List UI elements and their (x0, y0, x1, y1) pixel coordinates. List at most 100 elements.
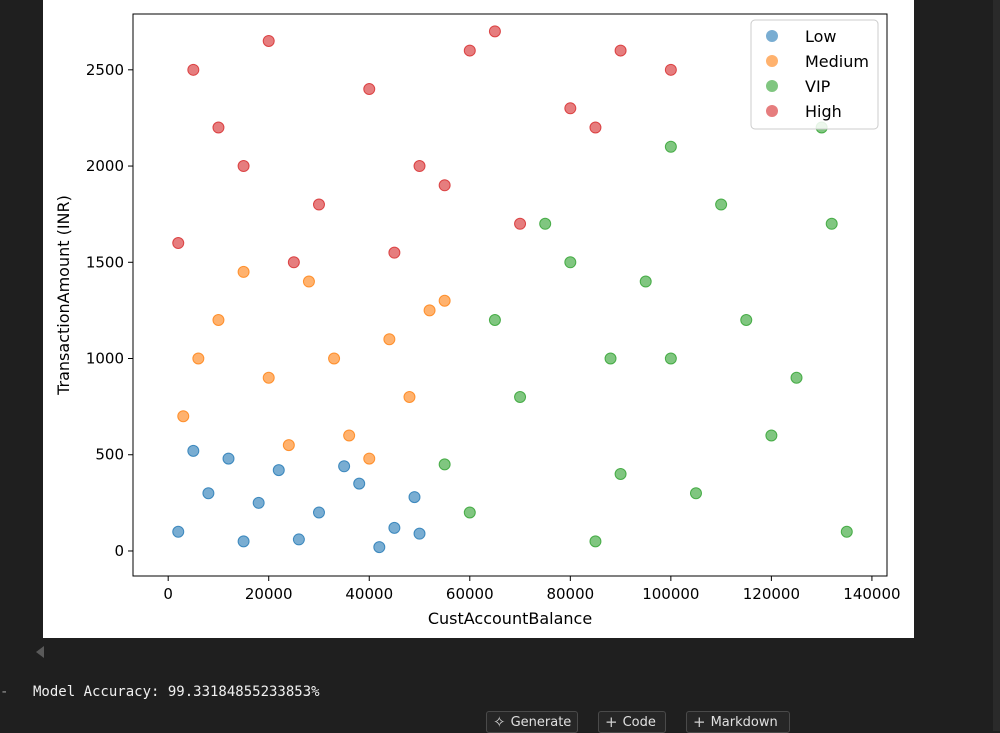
data-point (614, 467, 627, 480)
data-point (252, 496, 265, 509)
generate-button[interactable]: ✧ Generate (486, 711, 578, 733)
x-tick-label: 80000 (546, 585, 594, 603)
legend-box (750, 19, 879, 130)
scatter-chart: 0 20000 40000 60000 80000 100000 120000 140000 … (54, 13, 901, 628)
data-point (363, 452, 376, 465)
data-point (237, 160, 250, 173)
y-tick-label: 500 (95, 446, 124, 464)
data-point (328, 352, 341, 365)
data-point (438, 458, 451, 471)
data-point (664, 352, 677, 365)
data-point (373, 541, 386, 554)
legend-marker-vip (766, 80, 778, 92)
plus-icon: + (693, 712, 706, 731)
legend-label-vip: VIP (805, 77, 831, 96)
y-tick-label: 2000 (86, 157, 124, 175)
y-tick-label: 1000 (86, 350, 124, 368)
sparkle-icon: ✧ (493, 712, 506, 731)
data-point (413, 527, 426, 540)
data-point (312, 198, 325, 211)
data-point (192, 352, 205, 365)
data-point (463, 506, 476, 519)
data-point (664, 63, 677, 76)
points-layer (172, 25, 853, 554)
series-medium (177, 265, 451, 465)
y-axis-label: TransactionAmount (INR) (54, 195, 73, 396)
x-tick-label: 140000 (843, 585, 900, 603)
data-point (639, 275, 652, 288)
x-tick-label: 100000 (642, 585, 699, 603)
y-tick-label: 1500 (86, 253, 124, 271)
data-point (363, 83, 376, 96)
data-point (177, 410, 190, 423)
legend-label-high: High (805, 102, 842, 121)
data-point (514, 391, 527, 404)
data-point (212, 121, 225, 134)
data-point (338, 460, 351, 473)
series-low (172, 444, 426, 554)
add-code-button[interactable]: + Code (598, 711, 666, 733)
data-point (825, 217, 838, 230)
legend-label-low: Low (805, 27, 837, 46)
data-point (514, 217, 527, 230)
series-high (172, 25, 677, 269)
data-point (413, 160, 426, 173)
data-point (388, 246, 401, 259)
data-point (539, 217, 552, 230)
data-point (438, 179, 451, 192)
data-point (237, 535, 250, 548)
data-point (715, 198, 728, 211)
legend-marker-medium (766, 55, 778, 67)
x-tick-label: 40000 (345, 585, 393, 603)
legend-marker-low (766, 30, 778, 42)
figure-panel: 0 20000 40000 60000 80000 100000 120000 140000 … (43, 0, 914, 638)
data-point (262, 34, 275, 47)
data-point (287, 256, 300, 269)
y-ticks: 0 500 1000 1500 2000 2500 (86, 61, 133, 560)
code-label: Code (622, 714, 656, 730)
data-point (664, 140, 677, 153)
data-point (353, 477, 366, 490)
data-point (790, 371, 803, 384)
data-point (589, 535, 602, 548)
data-point (272, 464, 285, 477)
x-tick-label: 0 (163, 585, 173, 603)
add-markdown-button[interactable]: + Markdown (686, 711, 790, 733)
data-point (614, 44, 627, 57)
data-point (383, 333, 396, 346)
data-point (292, 533, 305, 546)
data-point (187, 444, 200, 457)
vertical-scrollbar[interactable] (993, 0, 1000, 731)
data-point (689, 487, 702, 500)
data-point (237, 265, 250, 278)
data-point (212, 314, 225, 327)
data-point (604, 352, 617, 365)
y-tick-label: 2500 (86, 61, 124, 79)
legend-label-medium: Medium (805, 52, 869, 71)
data-point (564, 256, 577, 269)
data-point (408, 491, 421, 504)
data-point (202, 487, 215, 500)
collapse-arrow-icon[interactable] (36, 646, 44, 658)
output-bullet: - (0, 684, 9, 700)
data-point (488, 25, 501, 38)
data-point (423, 304, 436, 317)
generate-label: Generate (510, 714, 572, 730)
data-point (172, 237, 185, 250)
data-point (463, 44, 476, 57)
data-point (403, 391, 416, 404)
data-point (262, 371, 275, 384)
plus-icon: + (605, 712, 618, 731)
data-point (438, 294, 451, 307)
x-tick-label: 20000 (245, 585, 293, 603)
x-tick-label: 60000 (446, 585, 494, 603)
data-point (187, 63, 200, 76)
markdown-label: Markdown (710, 714, 778, 730)
legend-marker-high (766, 105, 778, 117)
data-point (343, 429, 356, 442)
data-point (765, 429, 778, 442)
data-point (172, 525, 185, 538)
model-accuracy-output: Model Accuracy: 99.33184855233853% (33, 684, 320, 700)
series-vip (438, 121, 853, 548)
data-point (589, 121, 602, 134)
